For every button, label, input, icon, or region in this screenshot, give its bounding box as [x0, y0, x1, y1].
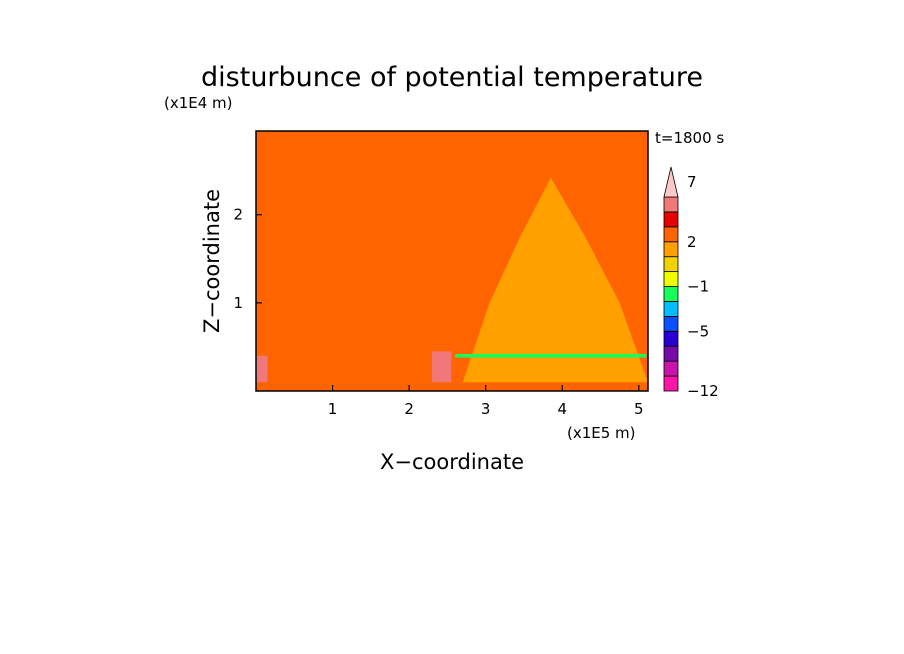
- colorbar-label: −12: [687, 382, 719, 400]
- colorbar-swatch: [663, 226, 679, 243]
- contour-region-4: [432, 351, 452, 383]
- colorbar-swatch: [663, 241, 679, 258]
- y-axis-label: Z−coordinate: [200, 189, 224, 333]
- x-tick-label: 4: [557, 400, 567, 418]
- x-axis-label: X−coordinate: [380, 450, 524, 474]
- colorbar-swatch: [663, 330, 679, 347]
- colorbar-swatch: [663, 271, 679, 287]
- colorbar: −12−5−127: [663, 166, 719, 400]
- contour-region-1: [271, 177, 436, 383]
- x-axis: 1 2 3 4 5: [328, 385, 644, 418]
- y-unit-label: (x1E4 m): [164, 94, 233, 112]
- colorbar-swatch: [663, 196, 679, 213]
- x-tick-label: 5: [634, 400, 644, 418]
- y-tick-label: 1: [233, 294, 243, 312]
- contour-fill-layer: [256, 131, 648, 391]
- y-tick-label: 2: [233, 206, 243, 224]
- colorbar-swatch: [663, 375, 679, 392]
- colorbar-label: 7: [687, 173, 697, 191]
- time-label: t=1800 s: [655, 129, 724, 147]
- colorbar-label: −1: [687, 278, 709, 296]
- colorbar-swatch: [663, 345, 679, 362]
- y-axis: 12: [233, 206, 262, 312]
- contour-region-3: [256, 355, 268, 383]
- colorbar-swatch: [663, 301, 679, 317]
- x-tick-label: 3: [481, 400, 491, 418]
- plot-frame: [255, 130, 649, 392]
- colorbar-swatch: [663, 286, 679, 302]
- contour-region-5: [455, 353, 647, 358]
- chart-title: disturbunce of potential temperature: [201, 62, 703, 93]
- x-unit-label: (x1E5 m): [567, 424, 636, 442]
- colorbar-label: 2: [687, 233, 697, 251]
- contour-region-2: [462, 177, 648, 383]
- x-tick-label: 1: [328, 400, 338, 418]
- colorbar-swatch: [663, 360, 679, 377]
- colorbar-label: −5: [687, 322, 709, 340]
- colorbar-extend-arrow: [663, 166, 679, 198]
- colorbar-swatch: [663, 315, 679, 332]
- colorbar-swatch: [663, 256, 679, 273]
- x-tick-label: 2: [404, 400, 414, 418]
- colorbar-swatch: [663, 211, 679, 228]
